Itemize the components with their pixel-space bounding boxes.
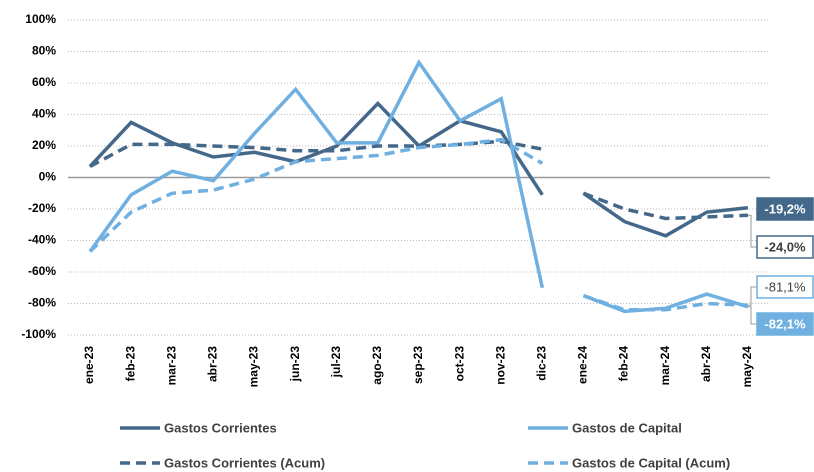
y-tick-label: -20%	[28, 201, 56, 215]
x-tick-label: dic-23	[534, 346, 548, 381]
x-tick-label: mar-23	[164, 346, 178, 386]
y-tick-label: 0%	[39, 170, 57, 184]
series-line	[89, 139, 543, 169]
y-tick-label: -80%	[28, 296, 56, 310]
x-tick-label: jul-23	[329, 346, 343, 379]
series-line	[88, 137, 544, 253]
data-label: -24,0%	[764, 239, 806, 254]
x-tick-label: oct-23	[452, 346, 466, 382]
x-tick-label: ene-24	[576, 346, 590, 384]
y-tick-label: 40%	[32, 107, 56, 121]
legend-label: Gastos de Capital	[572, 420, 682, 435]
y-tick-label: -100%	[21, 327, 56, 341]
x-tick-label: may-23	[247, 346, 261, 388]
x-tick-label: ene-23	[82, 346, 96, 384]
x-tick-label: abr-24	[699, 346, 713, 382]
x-tick-label: mar-24	[658, 346, 672, 386]
y-tick-label: 80%	[32, 44, 56, 58]
data-label: -82,1%	[764, 316, 806, 331]
series-line	[88, 100, 544, 196]
label-box	[756, 197, 814, 221]
legend-label: Gastos de Capital (Acum)	[572, 455, 730, 470]
legend-label: Gastos Corrientes (Acum)	[164, 455, 325, 470]
y-tick-label: -60%	[28, 264, 56, 278]
x-tick-label: jun-23	[288, 346, 302, 383]
label-leader	[747, 214, 757, 248]
y-tick-label: 100%	[25, 12, 56, 26]
label-box	[756, 312, 814, 336]
data-label: -19,2%	[764, 201, 806, 216]
x-tick-label: feb-23	[123, 346, 137, 382]
x-tick-label: nov-23	[493, 346, 507, 385]
x-tick-label: ago-23	[370, 346, 384, 385]
x-tick-label: may-24	[740, 346, 754, 388]
series-line	[88, 59, 545, 289]
label-box	[756, 275, 814, 299]
data-label: -81,1%	[764, 279, 806, 294]
x-tick-label: sep-23	[411, 346, 425, 384]
label-leader	[747, 306, 757, 325]
legend-label: Gastos Corrientes	[164, 420, 277, 435]
series-line	[582, 293, 748, 312]
y-tick-label: 20%	[32, 138, 56, 152]
y-tick-label: -40%	[28, 233, 56, 247]
label-leader	[747, 286, 757, 306]
series-line	[582, 191, 748, 221]
label-box	[756, 235, 814, 259]
x-tick-label: feb-24	[617, 346, 631, 382]
y-tick-label: 60%	[32, 75, 56, 89]
x-tick-label: abr-23	[206, 346, 220, 382]
series-line	[582, 191, 749, 238]
